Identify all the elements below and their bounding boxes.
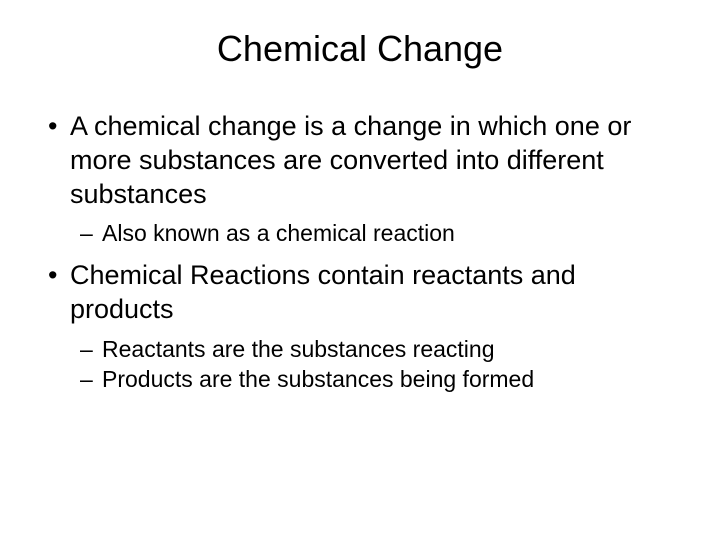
bullet-item: Chemical Reactions contain reactants and…: [40, 259, 680, 327]
sub-list: Reactants are the substances reacting Pr…: [40, 335, 680, 395]
sub-list: Also known as a chemical reaction: [40, 219, 680, 249]
bullet-item: A chemical change is a change in which o…: [40, 110, 680, 211]
sub-item: Products are the substances being formed: [40, 365, 680, 395]
sub-item: Reactants are the substances reacting: [40, 335, 680, 365]
slide-title: Chemical Change: [40, 28, 680, 70]
bullet-list: A chemical change is a change in which o…: [40, 110, 680, 394]
sub-item: Also known as a chemical reaction: [40, 219, 680, 249]
